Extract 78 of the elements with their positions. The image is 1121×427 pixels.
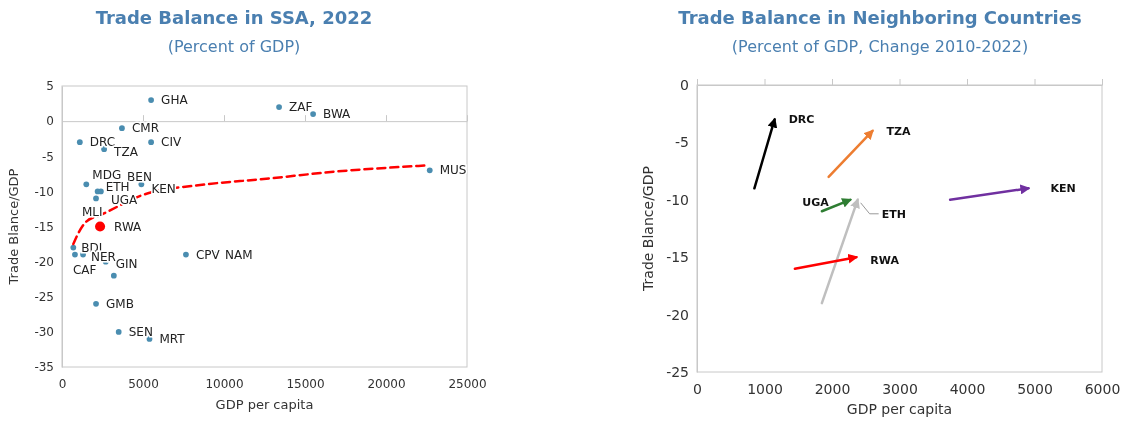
x-axis-title: GDP per capita: [846, 401, 953, 417]
point: [310, 111, 316, 117]
series-label: RWA: [870, 254, 900, 268]
point: [110, 272, 117, 279]
y-axis-title: Trade Blance/GDP: [6, 168, 21, 286]
chart-subtitle: (Percent of GDP, Change 2010-2022): [731, 37, 1029, 56]
point: [83, 181, 90, 188]
x-tick-label: 5000: [1017, 380, 1053, 397]
point: [115, 329, 122, 335]
x-tick-label: 1000: [747, 380, 783, 397]
y-tick-label: -15: [666, 249, 689, 266]
x-tick-label: 0: [58, 376, 67, 391]
y-tick-label: -10: [666, 191, 689, 208]
y-tick-label: 0: [680, 76, 689, 93]
point: [276, 104, 282, 110]
chart-subtitle: (Percent of GDP): [167, 37, 301, 56]
point: [95, 221, 106, 232]
data-label: NAM: [225, 247, 253, 262]
x-tick-label: 5000: [128, 376, 159, 391]
data-label: MRT: [159, 331, 186, 346]
data-label: CMR: [131, 121, 160, 136]
point: [426, 167, 433, 174]
point: [183, 251, 189, 258]
y-tick-label: -25: [34, 290, 54, 305]
series-label: UGA: [802, 195, 830, 209]
data-label: ZAF: [289, 100, 313, 115]
y-tick-label: -15: [34, 219, 54, 234]
point: [119, 125, 125, 132]
x-tick-label: 20000: [367, 376, 406, 391]
series-label: DRC: [788, 113, 815, 127]
x-tick-label: 25000: [448, 376, 487, 391]
data-label: BWA: [323, 107, 352, 122]
x-tick-label: 0: [693, 380, 702, 397]
data-label: CAF: [72, 262, 97, 277]
data-label: ETH: [105, 180, 130, 195]
point: [148, 97, 154, 103]
data-label: CIV: [161, 135, 183, 150]
y-tick-label: -25: [666, 363, 689, 380]
x-tick-label: 4000: [949, 380, 986, 397]
point: [76, 139, 83, 146]
x-axis-title: GDP per capita: [215, 397, 314, 412]
point: [70, 244, 77, 251]
data-label: CPV: [195, 247, 221, 262]
y-tick-label: -10: [34, 184, 54, 199]
series-label: TZA: [886, 124, 911, 138]
y-tick-label: -5: [675, 134, 689, 151]
y-tick-label: 0: [46, 114, 54, 129]
x-tick-label: 15000: [286, 376, 325, 391]
y-tick-label: -35: [34, 360, 54, 375]
y-tick-label: -30: [34, 325, 54, 340]
chart-title: Trade Balance in Neighboring Countries: [678, 7, 1082, 28]
data-label: RWA: [114, 219, 143, 234]
data-label: MLI: [82, 205, 103, 220]
data-label: SEN: [128, 324, 153, 339]
y-tick-label: -20: [34, 254, 54, 269]
data-label: GHA: [161, 93, 189, 108]
data-label: MUS: [439, 163, 467, 178]
x-tick-label: 2000: [814, 380, 851, 397]
text: ETH: [881, 207, 906, 221]
y-tick-label: -5: [42, 149, 54, 164]
y-axis-title: Trade Blance/GDP: [640, 166, 656, 292]
x-tick-label: 3000: [882, 380, 918, 397]
text: KEN: [1050, 182, 1076, 196]
point: [72, 251, 78, 258]
data-label: TZA: [113, 145, 139, 160]
point: [98, 188, 104, 195]
data-label: GIN: [115, 256, 138, 271]
x-tick-label: 10000: [205, 376, 244, 391]
y-tick-label: 5: [46, 79, 54, 94]
point: [93, 195, 99, 202]
y-tick-label: -20: [666, 306, 689, 323]
data-label: MDG: [92, 168, 122, 183]
data-label: GMB: [106, 296, 134, 311]
x-tick-label: 6000: [1084, 380, 1121, 397]
point: [93, 300, 99, 307]
data-label: DRC: [89, 135, 116, 150]
chart-title: Trade Balance in SSA, 2022: [95, 7, 373, 28]
point: [148, 139, 154, 146]
